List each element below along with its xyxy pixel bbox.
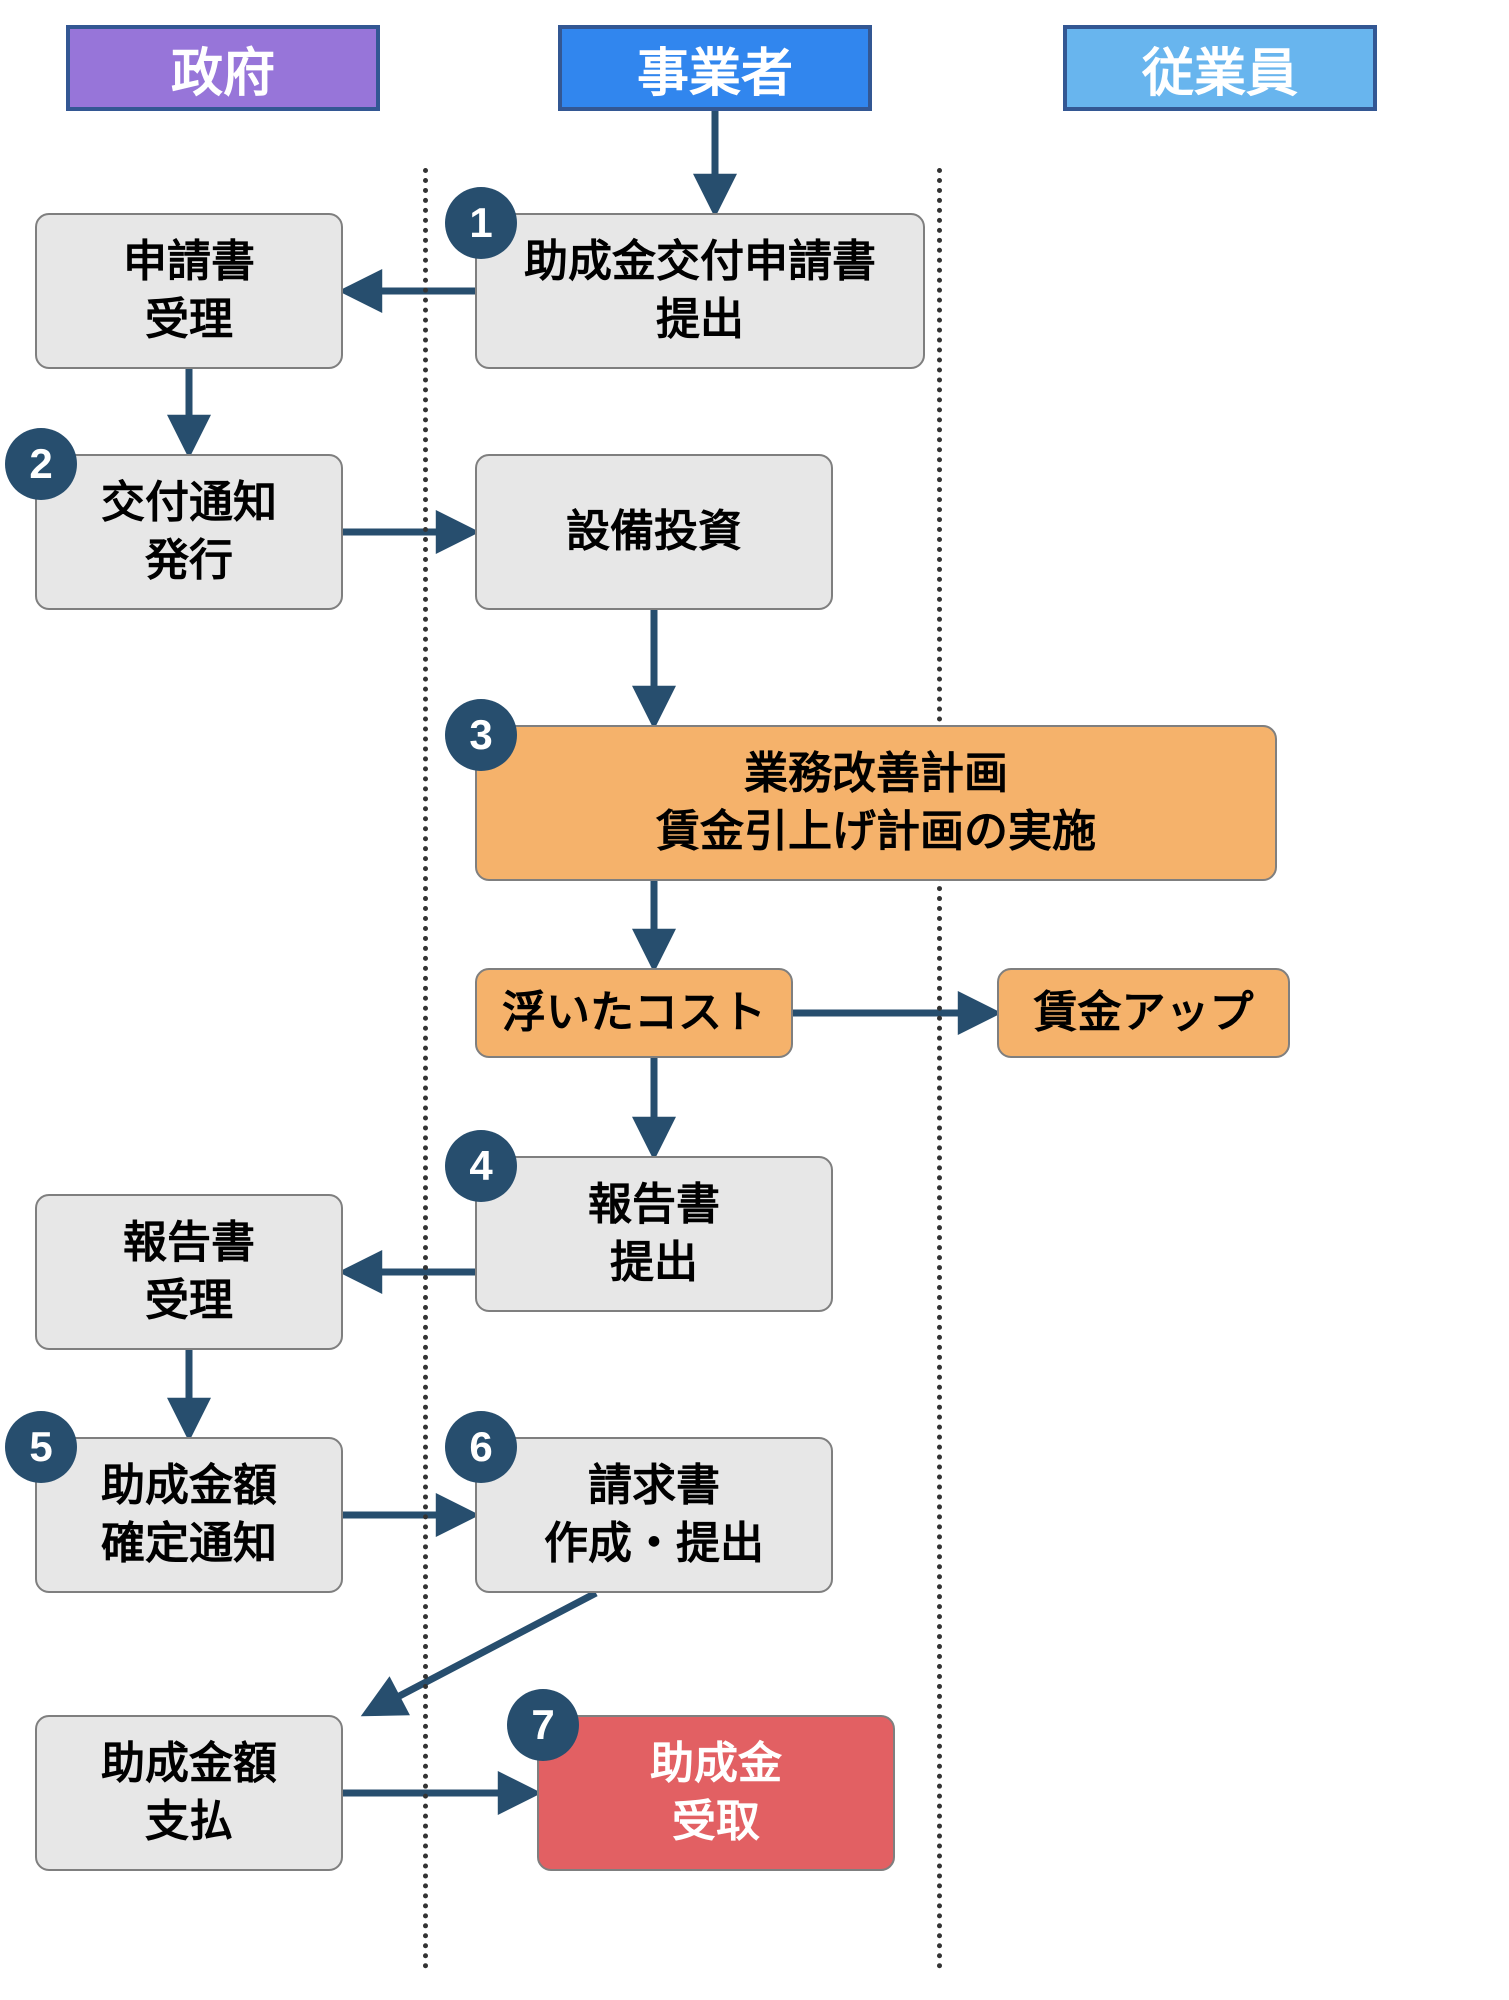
flow-node-n11: 請求書 作成・提出 <box>475 1437 833 1593</box>
step-badge-1: 1 <box>445 187 517 259</box>
step-badge-7: 7 <box>507 1689 579 1761</box>
flow-node-n6: 浮いたコスト <box>475 968 793 1058</box>
lane-header-gov: 政府 <box>66 25 380 111</box>
flow-node-n12: 助成金額 支払 <box>35 1715 343 1871</box>
step-badge-2: 2 <box>5 428 77 500</box>
flow-node-n8: 報告書 提出 <box>475 1156 833 1312</box>
flowchart-canvas: 政府 事業者 従業員助成金交付申請書 提出1 申請書 受理交付通知 発行2 設備投資業務… <box>0 0 1509 2000</box>
lane-divider <box>937 168 942 1970</box>
flow-node-n7: 賃金アップ <box>997 968 1290 1058</box>
flow-node-n5: 業務改善計画 賃金引上げ計画の実施 <box>475 725 1277 881</box>
lane-header-emp: 従業員 <box>1063 25 1377 111</box>
lane-divider <box>423 168 428 1970</box>
flow-node-n2: 申請書 受理 <box>35 213 343 369</box>
lane-header-biz: 事業者 <box>558 25 872 111</box>
flow-node-n9: 報告書 受理 <box>35 1194 343 1350</box>
flow-node-n3: 交付通知 発行 <box>35 454 343 610</box>
step-badge-3: 3 <box>445 699 517 771</box>
flow-node-n13: 助成金 受取 <box>537 1715 895 1871</box>
step-badge-5: 5 <box>5 1411 77 1483</box>
flow-node-n4: 設備投資 <box>475 454 833 610</box>
step-badge-6: 6 <box>445 1411 517 1483</box>
flow-node-n1: 助成金交付申請書 提出 <box>475 213 925 369</box>
flow-node-n10: 助成金額 確定通知 <box>35 1437 343 1593</box>
step-badge-4: 4 <box>445 1130 517 1202</box>
